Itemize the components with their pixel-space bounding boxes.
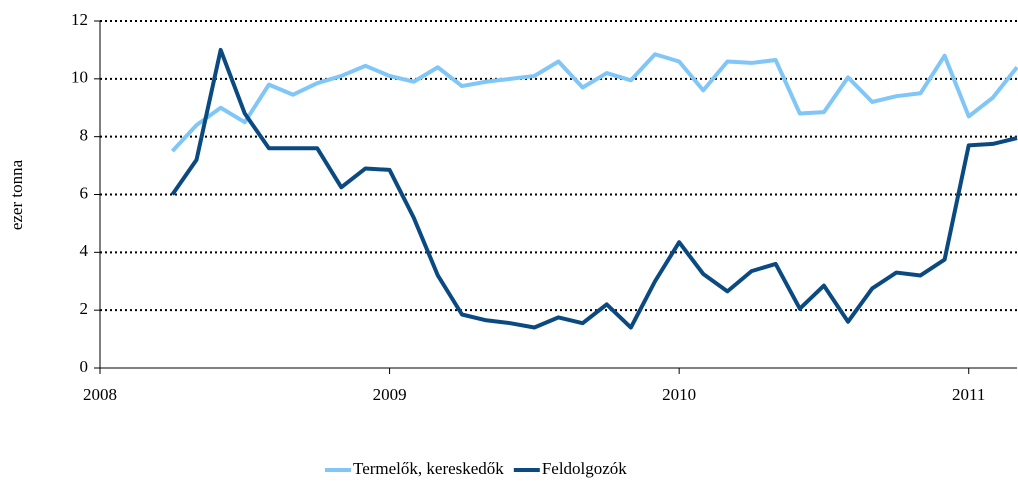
y-tick-label: 12	[71, 10, 88, 29]
y-tick-label: 10	[71, 68, 88, 87]
x-tick-label: 2008	[83, 385, 117, 404]
y-tick-label: 8	[80, 126, 89, 145]
x-tick-label: 2009	[373, 385, 407, 404]
line-series	[170, 47, 1018, 330]
y-tick-label: 0	[80, 357, 89, 376]
legend-label: Feldolgozók	[542, 459, 627, 478]
y-tick-label: 2	[80, 299, 89, 318]
legend-label: Termelők, kereskedők	[353, 459, 504, 478]
line-series	[170, 52, 1018, 153]
y-tick-label: 4	[80, 241, 89, 260]
x-tick-label: 2010	[662, 385, 696, 404]
x-tick-label: 2011	[952, 385, 985, 404]
y-axis-label: ezer tonna	[7, 159, 26, 230]
y-tick-label: 6	[80, 183, 89, 202]
